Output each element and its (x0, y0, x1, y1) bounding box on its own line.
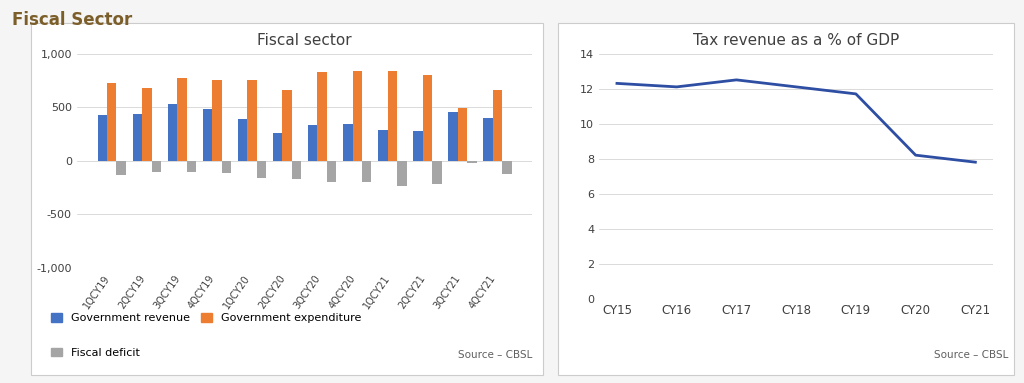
Title: Fiscal sector: Fiscal sector (257, 33, 352, 48)
Bar (97, 115, 106, 161)
Bar (283, 90, 292, 161)
Bar (247, 80, 257, 161)
Bar (397, 161, 407, 185)
Bar (423, 75, 432, 161)
Bar (327, 161, 337, 182)
Bar (117, 161, 126, 175)
Legend: Government revenue, Government expenditure: Government revenue, Government expenditu… (46, 309, 366, 327)
Bar (168, 104, 177, 161)
Bar (106, 83, 117, 161)
Bar (503, 161, 512, 174)
Bar (238, 119, 247, 161)
Bar (221, 161, 231, 173)
Bar (378, 130, 388, 161)
Bar (152, 161, 161, 172)
Bar (212, 80, 221, 161)
Bar (414, 131, 423, 161)
Bar (467, 161, 477, 163)
Text: Fiscal Sector: Fiscal Sector (12, 11, 132, 29)
Bar (308, 126, 317, 161)
Bar (132, 114, 142, 161)
Bar (186, 161, 196, 172)
Text: Source – CBSL: Source – CBSL (934, 350, 1009, 360)
Bar (458, 108, 467, 161)
Bar (352, 71, 362, 161)
Bar (449, 111, 458, 161)
Bar (362, 161, 372, 182)
Bar (483, 118, 493, 161)
Bar (292, 161, 301, 179)
Bar (317, 72, 327, 161)
Title: Tax revenue as a % of GDP: Tax revenue as a % of GDP (693, 33, 899, 48)
Bar (493, 90, 503, 161)
Legend: Fiscal deficit: Fiscal deficit (46, 343, 144, 362)
Bar (177, 78, 186, 161)
Bar (388, 71, 397, 161)
Bar (142, 88, 152, 161)
Bar (203, 110, 212, 161)
Bar (257, 161, 266, 178)
Bar (343, 124, 352, 161)
Text: Source – CBSL: Source – CBSL (458, 350, 532, 360)
Bar (432, 161, 441, 185)
Bar (272, 133, 283, 161)
